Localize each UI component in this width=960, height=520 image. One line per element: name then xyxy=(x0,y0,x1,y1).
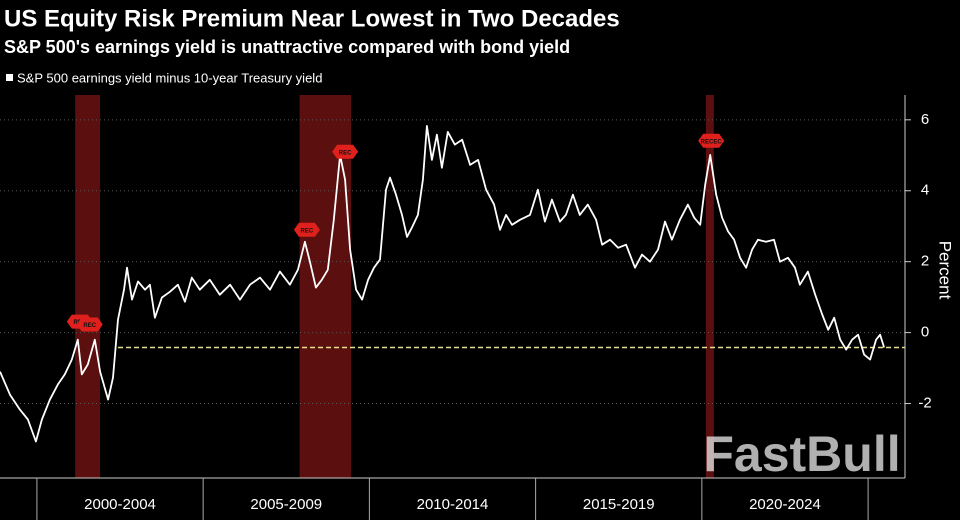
recession-marker: REC xyxy=(332,144,359,159)
x-tick-label: 2010-2014 xyxy=(417,496,489,513)
y-axis-label: Percent xyxy=(936,241,955,300)
legend-label: S&P 500 earnings yield minus 10-year Tre… xyxy=(17,70,322,85)
recession-marker-shape xyxy=(698,133,725,148)
recession-marker: REC xyxy=(76,317,103,332)
data-line xyxy=(0,125,885,443)
y-tick-label: -2 xyxy=(918,394,931,411)
recession-marker-shape xyxy=(332,144,359,159)
y-tick-label: 6 xyxy=(921,111,929,128)
chart-title: US Equity Risk Premium Near Lowest in Tw… xyxy=(4,5,620,32)
x-tick-label: 2015-2019 xyxy=(583,496,655,513)
recession-band xyxy=(705,95,714,478)
recession-marker-label: REC xyxy=(339,150,352,156)
y-tick-label: 0 xyxy=(921,324,929,341)
recession-marker-label: REC xyxy=(301,228,314,234)
x-tick-label: 2020-2024 xyxy=(749,496,821,513)
y-tick-label: 4 xyxy=(921,182,929,199)
recession-marker: RECEC xyxy=(698,133,725,148)
x-tick-label: 2005-2009 xyxy=(250,496,322,513)
legend-swatch xyxy=(6,74,13,81)
watermark: FastBull xyxy=(703,426,900,482)
chart-subtitle: S&P 500's earnings yield is unattractive… xyxy=(4,37,570,57)
recession-marker-label: RECEC xyxy=(701,139,723,145)
recession-band xyxy=(75,95,101,478)
recession-band xyxy=(299,95,352,478)
y-tick-label: 2 xyxy=(921,253,929,270)
recession-marker-shape xyxy=(76,317,103,332)
recession-marker-shape xyxy=(293,222,320,237)
x-tick-label: 2000-2004 xyxy=(84,496,156,513)
recession-marker-label: REC xyxy=(83,323,96,329)
recession-marker: REC xyxy=(293,222,320,237)
